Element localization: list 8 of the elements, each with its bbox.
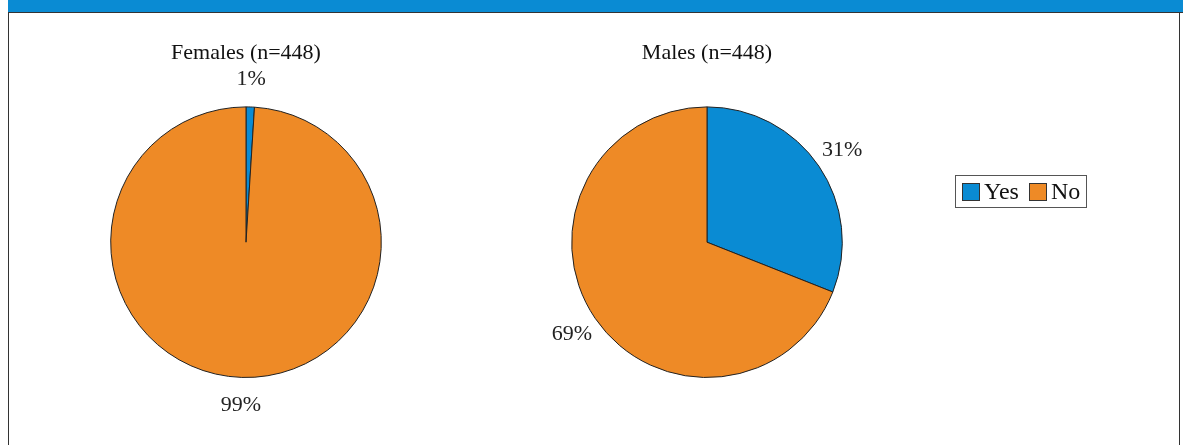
data-label: 99% [220, 391, 262, 417]
data-label: 69% [551, 319, 593, 345]
chart-title: Females (n=448) [171, 38, 321, 64]
legend-label: No [1050, 178, 1081, 205]
data-label: 31% [821, 136, 863, 162]
data-label: 1% [236, 64, 266, 90]
legend-label: Yes [984, 178, 1019, 205]
chart-title: Males (n=448) [641, 38, 773, 64]
